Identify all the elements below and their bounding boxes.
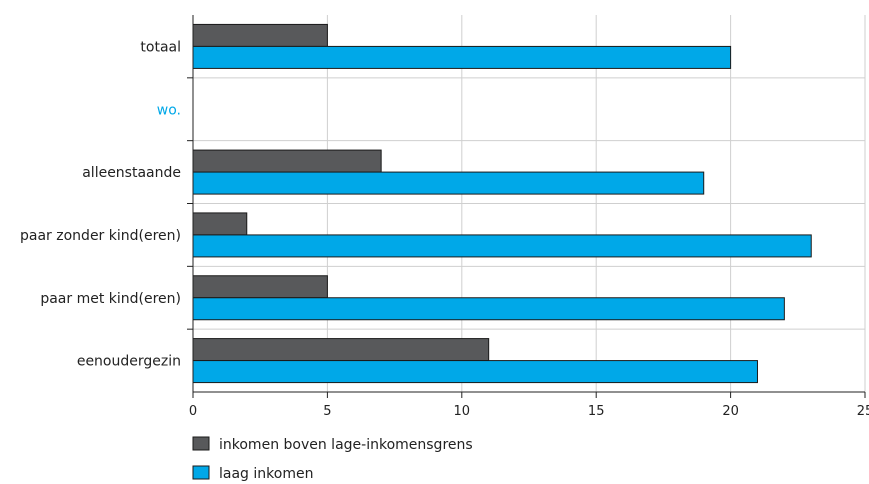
legend: inkomen boven lage-inkomensgrens laag ink… [192, 436, 473, 482]
bar-laag-inkomen [192, 171, 705, 195]
x-tick-label: 20 [722, 404, 739, 419]
legend-label: inkomen boven lage-inkomensgrens [219, 437, 473, 453]
category-labels: totaal wo. alleenstaande paar zonder kind(e… [20, 39, 181, 369]
grid-lines [193, 15, 866, 392]
category-label: alleenstaande [82, 165, 181, 181]
category-label: totaal [140, 39, 181, 55]
axes: 0 5 10 15 20 25 [187, 15, 869, 419]
bar-boven-grens [192, 275, 328, 299]
x-tick-label: 5 [323, 404, 331, 419]
bar-boven-grens [192, 338, 490, 362]
bar-boven-grens [192, 212, 248, 236]
x-tick-label: 15 [588, 404, 605, 419]
x-tick-label: 10 [454, 404, 471, 419]
legend-swatch [192, 436, 210, 451]
bar-laag-inkomen [192, 360, 758, 384]
legend-swatch [192, 465, 210, 480]
bar-laag-inkomen [192, 234, 812, 258]
category-label: paar zonder kind(eren) [20, 228, 181, 244]
bar-boven-grens [192, 149, 382, 173]
x-tick-label: 0 [189, 404, 197, 419]
bar-laag-inkomen [192, 45, 732, 69]
x-tick-label: 25 [857, 404, 869, 419]
legend-label: laag inkomen [219, 466, 313, 482]
category-label: eenoudergezin [77, 354, 181, 370]
bar-boven-grens [192, 23, 328, 47]
group-label: wo. [157, 102, 181, 118]
category-label: paar met kind(eren) [40, 291, 181, 307]
bar-laag-inkomen [192, 297, 785, 321]
